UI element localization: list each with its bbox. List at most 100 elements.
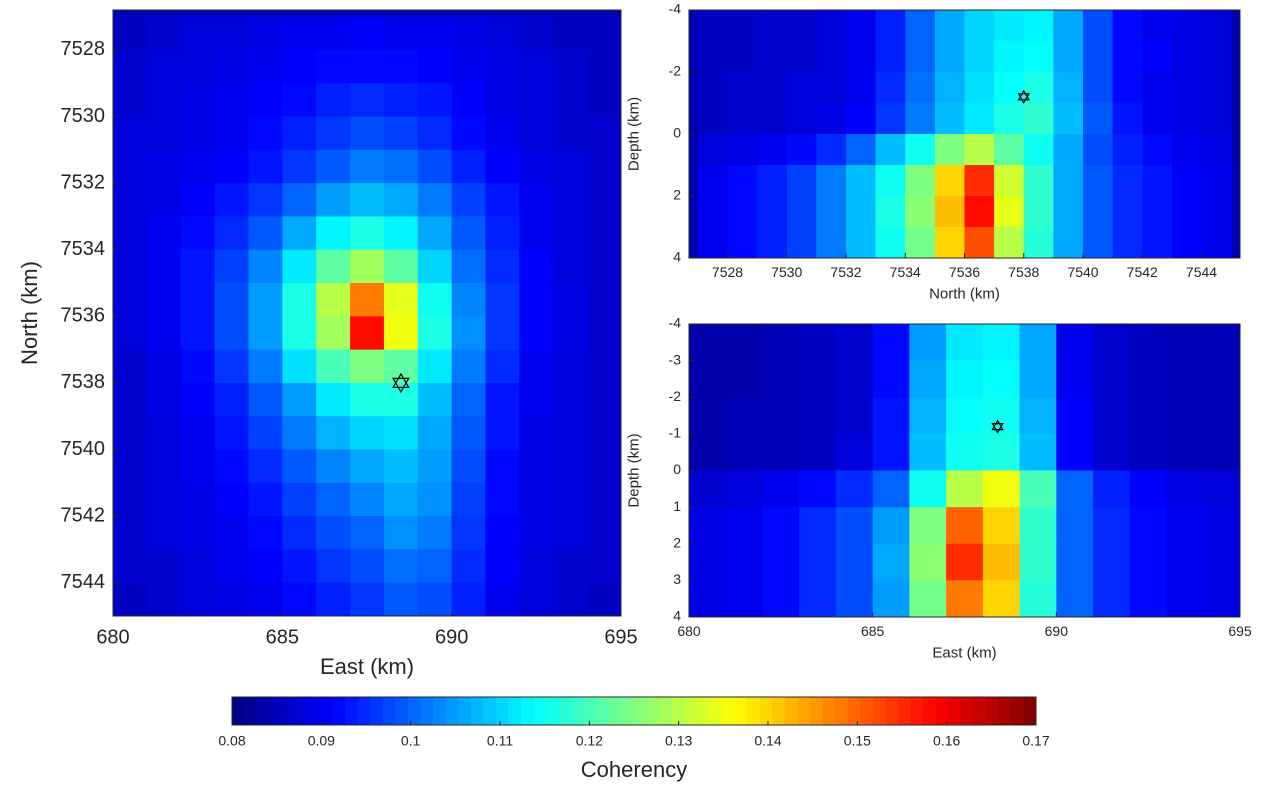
heatmap-cell (146, 349, 182, 384)
heatmap-cell (689, 507, 727, 545)
heatmap-cell (1082, 72, 1114, 104)
y-tick-label: -1 (669, 425, 682, 441)
heatmap-cell (909, 507, 947, 545)
heatmap-cell (451, 349, 486, 384)
heatmap-cell (799, 580, 837, 617)
heatmap-cell (383, 516, 419, 550)
heatmap-cell (350, 316, 385, 351)
heatmap-cell (180, 216, 215, 251)
x-tick-label: 7542 (1127, 264, 1158, 280)
colorbar-segment (1023, 697, 1037, 725)
heatmap-cell (113, 382, 148, 417)
heatmap-cell (946, 507, 984, 545)
y-tick-label: 7540 (61, 438, 106, 460)
heatmap-cell (689, 543, 727, 581)
heatmap-cell (417, 316, 453, 351)
heatmap-cell (113, 183, 148, 217)
heatmap-cell (757, 165, 788, 197)
colorbar-tick-label: 0.13 (665, 733, 692, 749)
heatmap-cell (282, 216, 317, 251)
heatmap-cell (994, 196, 1025, 228)
y-tick-label: 3 (673, 571, 681, 587)
heatmap-cell (875, 134, 906, 166)
colorbar-segment (1010, 697, 1024, 725)
heatmap-cell (417, 283, 453, 317)
colorbar: 0.08 0.09 0.1 0.11 0.12 0.13 0.14 0.15 0.16 0.17 C… (218, 696, 1050, 782)
heatmap-cell (316, 582, 351, 616)
heatmap-cell (485, 382, 520, 417)
heatmap-cell (1171, 196, 1202, 228)
heatmap-cell (248, 116, 283, 151)
heatmap-cell (350, 349, 385, 384)
heatmap-cell (762, 324, 800, 362)
heatmap-cell (725, 580, 763, 617)
heatmap-cell (835, 324, 874, 362)
star-part (392, 372, 410, 388)
heatmap-cell (180, 16, 215, 51)
heatmap-cell (383, 116, 419, 151)
heatmap-cell (835, 397, 874, 435)
colorbar-segment (470, 697, 484, 725)
heatmap-cell (485, 116, 520, 151)
heatmap-cell (417, 382, 453, 417)
heatmap-panel: 680 685 690 695 7528 7530 7532 7534 7536 7538 7540… (17, 9, 638, 679)
heatmap-cell (1082, 134, 1114, 166)
heatmap-cell (725, 470, 763, 508)
heatmap-cell (519, 316, 554, 351)
heatmap-cell (994, 165, 1025, 197)
heatmap-cell (383, 316, 419, 351)
heatmap-cell (553, 183, 588, 217)
heatmap-cell (350, 449, 385, 484)
colorbar-segment (847, 697, 861, 725)
star-part (1017, 93, 1030, 105)
heatmap-cell (934, 10, 965, 42)
colorbar-segment (696, 697, 710, 725)
heatmap-cell (757, 72, 788, 104)
axes-box (112, 9, 622, 617)
colorbar-segment (772, 697, 786, 725)
heatmap-cell (1166, 507, 1204, 545)
heatmap-cell (1056, 397, 1094, 435)
heatmap-cell (697, 227, 728, 258)
colorbar-segment (558, 697, 572, 725)
y-tick-label: -4 (669, 315, 682, 331)
heatmap-cell (451, 216, 486, 251)
heatmap-cell (872, 433, 910, 471)
heatmap-cell (485, 582, 520, 616)
heatmap-cell (146, 249, 182, 284)
heatmap-cell (553, 83, 588, 117)
heatmap-cell (587, 149, 621, 184)
colorbar-segment (822, 697, 836, 725)
heatmap-cell (350, 283, 385, 317)
heatmap-cell (113, 316, 148, 351)
colorbar-label: Coherency (581, 757, 687, 782)
colorbar-segment (659, 697, 673, 725)
heatmap-cell (689, 397, 727, 435)
heatmap-cell (350, 216, 385, 251)
heatmap-cell (725, 397, 763, 435)
heatmap-cell (1201, 227, 1232, 258)
heatmap-cell (835, 543, 874, 581)
star-part (991, 419, 1004, 431)
colorbar-segment (809, 697, 823, 725)
y-tick-label: 7532 (61, 171, 106, 193)
heatmap-cell (1171, 227, 1202, 258)
heatmap-cell (113, 349, 148, 384)
y-tick-label: 2 (673, 187, 681, 203)
colorbar-segment (345, 697, 359, 725)
heatmap-cell (1056, 433, 1094, 471)
heatmap-cell (214, 316, 249, 351)
heatmap-cell (587, 283, 621, 317)
colorbar-segment (483, 697, 497, 725)
heatmap-cell (316, 382, 351, 417)
heatmap-cell (180, 149, 215, 184)
heatmap-cell (316, 449, 351, 484)
colorbar-segment (382, 697, 396, 725)
heatmap-cell (1023, 72, 1054, 104)
heatmap-cell (553, 549, 588, 584)
heatmap-cell (282, 482, 317, 517)
heatmap-cell (934, 72, 965, 104)
heatmap-cell (248, 83, 283, 117)
heatmap-cell (835, 433, 874, 471)
heatmap-cell (113, 549, 148, 584)
